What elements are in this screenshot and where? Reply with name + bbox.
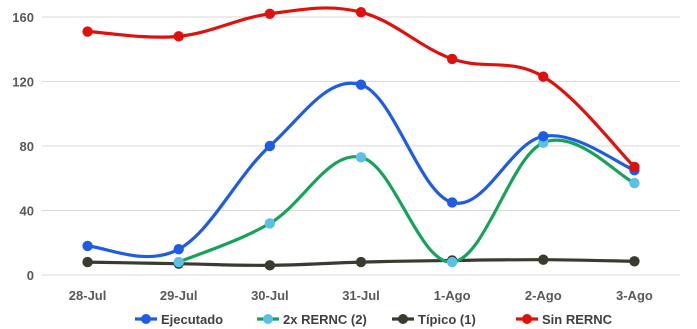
legend-label: Típico (1) bbox=[418, 312, 476, 327]
x-tick-label: 28-Jul bbox=[69, 288, 107, 303]
gridlines bbox=[42, 16, 680, 276]
data-point-ejecutado bbox=[82, 240, 93, 252]
data-point-ejecutado bbox=[264, 140, 276, 152]
legend-swatch-marker bbox=[398, 314, 408, 324]
data-point-sin-rernc bbox=[355, 6, 367, 18]
y-tick-label: 120 bbox=[12, 75, 34, 90]
data-point-2x-rernc-2 bbox=[629, 177, 640, 189]
legend-label: Ejecutado bbox=[161, 312, 223, 327]
data-point-sin-rernc bbox=[82, 26, 93, 37]
data-point-sin-rernc bbox=[629, 161, 640, 173]
data-point-sin-rernc bbox=[538, 71, 549, 82]
legend-item-2x-rernc-2: 2x RERNC (2) bbox=[257, 312, 367, 327]
data-point-sin-rernc bbox=[173, 31, 184, 42]
data-point-ejecutado bbox=[173, 244, 184, 255]
legend-label: Sin RERNC bbox=[542, 312, 613, 327]
legend-swatch-marker bbox=[522, 314, 532, 324]
data-point-tipico-1 bbox=[629, 256, 640, 267]
legend-swatch-marker bbox=[263, 314, 273, 324]
data-point-2x-rernc-2 bbox=[446, 256, 458, 268]
data-point-2x-rernc-2 bbox=[264, 218, 276, 229]
series-sin-rernc bbox=[82, 6, 640, 173]
legend-swatch-marker bbox=[141, 314, 151, 324]
x-tick-label: 31-Jul bbox=[342, 288, 380, 303]
series-2x-rernc-2 bbox=[173, 137, 640, 268]
data-point-tipico-1 bbox=[82, 256, 93, 268]
data-point-ejecutado bbox=[446, 197, 458, 208]
y-tick-label: 0 bbox=[27, 268, 34, 283]
x-axis-ticks: 28-Jul 29-Jul 30-Jul 31-Jul 1-Ago 2-Ago 3-Ago bbox=[69, 288, 653, 303]
series-tipico-1 bbox=[82, 254, 640, 271]
x-tick-label: 3-Ago bbox=[616, 288, 653, 303]
y-axis-ticks: 0 40 80 120 160 bbox=[12, 10, 34, 283]
series-line-2x-rernc-2 bbox=[177, 138, 637, 264]
legend: Ejecutado 2x RERNC (2) Típico (1) Sin RERNC bbox=[135, 312, 613, 327]
data-point-tipico-1 bbox=[538, 254, 549, 265]
data-point-2x-rernc-2 bbox=[173, 256, 184, 268]
data-point-tipico-1 bbox=[264, 260, 276, 271]
data-point-sin-rernc bbox=[446, 53, 458, 65]
series-ejecutado bbox=[82, 79, 640, 259]
data-point-tipico-1 bbox=[355, 256, 367, 268]
legend-label: 2x RERNC (2) bbox=[283, 312, 367, 327]
series-line-ejecutado bbox=[85, 81, 637, 259]
legend-item-tipico-1: Típico (1) bbox=[392, 312, 476, 327]
data-point-sin-rernc bbox=[264, 8, 276, 19]
data-point-ejecutado bbox=[538, 131, 549, 142]
x-tick-label: 1-Ago bbox=[434, 288, 471, 303]
x-tick-label: 2-Ago bbox=[525, 288, 562, 303]
y-tick-label: 160 bbox=[12, 10, 34, 25]
y-tick-label: 40 bbox=[20, 204, 34, 219]
x-tick-label: 30-Jul bbox=[251, 288, 289, 303]
data-point-2x-rernc-2 bbox=[355, 152, 367, 163]
legend-item-ejecutado: Ejecutado bbox=[135, 312, 223, 327]
x-tick-label: 29-Jul bbox=[160, 288, 198, 303]
y-tick-label: 80 bbox=[20, 139, 34, 154]
data-point-ejecutado bbox=[355, 79, 367, 90]
legend-item-sin-rernc: Sin RERNC bbox=[516, 312, 613, 327]
series-lines bbox=[82, 6, 640, 271]
